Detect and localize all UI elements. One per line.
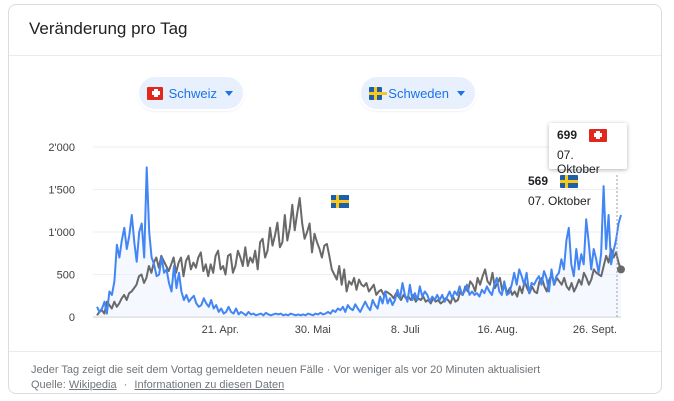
tooltip-value: 699 [557, 128, 578, 142]
x-tick-label: 21. Apr. [202, 324, 239, 336]
hover-label-schweden: 569 07. Oktober [528, 174, 591, 208]
y-tick-label: 2'000 [48, 142, 75, 154]
hover-tooltip-schweiz: 699 07. Oktober [549, 123, 627, 176]
ch-flag-icon [589, 128, 608, 142]
chevron-down-icon [225, 90, 233, 96]
footer-note: Jeder Tag zeigt die seit dem Vortag geme… [31, 364, 541, 376]
footer-divider [9, 351, 661, 352]
source-link-wikipedia[interactable]: Wikipedia [68, 379, 117, 391]
hover-label-value: 569 [528, 174, 549, 188]
x-tick-label: 26. Sept. [573, 324, 617, 336]
data-info-link[interactable]: Informationen zu diesen Daten [134, 379, 285, 391]
country-selector-schweiz[interactable]: Schweiz [139, 77, 243, 109]
se-flag-icon [560, 174, 579, 188]
schweiz-area [97, 167, 621, 317]
x-tick-label: 16. Aug. [478, 324, 518, 336]
series-line-schweden [96, 197, 622, 316]
x-tick-label: 30. Mai [295, 324, 331, 336]
y-tick-label: 0 [69, 312, 75, 324]
y-tick-label: 1'000 [48, 227, 75, 239]
card-title: Veränderung pro Tag [29, 19, 188, 38]
country-selector-label: Schweiz [168, 85, 217, 101]
series-line-schweiz [96, 166, 622, 317]
footer: Jeder Tag zeigt die seit dem Vortag geme… [31, 364, 541, 391]
tooltip-date: 07. Oktober [557, 148, 600, 176]
country-selector-label: Schweden [388, 85, 449, 101]
hover-dot-schweden [617, 265, 625, 274]
country-selector-schweden[interactable]: Schweden [361, 77, 475, 109]
chevron-down-icon [457, 90, 465, 96]
hover-label-date: 07. Oktober [528, 194, 591, 208]
y-tick-label: 500 [57, 270, 75, 282]
y-tick-label: 1'500 [48, 185, 75, 197]
daily-cases-chart: 0 500 1'000 1'500 2'000 21. Apr. 30. Mai 8. Jul… [48, 142, 625, 336]
se-flag-icon [369, 86, 388, 100]
source-prefix: Quelle: [31, 379, 66, 391]
se-flag-icon [331, 195, 349, 208]
ch-flag-icon [147, 86, 163, 100]
x-tick-label: 8. Juli [391, 324, 420, 336]
covid-daily-change-card: Veränderung pro Tag 0 500 1'000 1'500 2'000 2… [8, 4, 662, 394]
header-divider [9, 55, 661, 56]
